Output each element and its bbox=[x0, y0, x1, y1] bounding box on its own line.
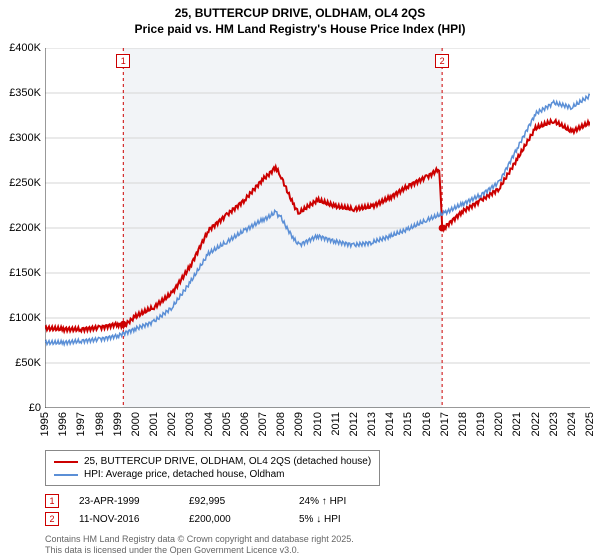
y-tick-label: £100K bbox=[9, 312, 41, 324]
x-tick-label: 1995 bbox=[39, 412, 51, 436]
x-tick-label: 2003 bbox=[184, 412, 196, 436]
x-tick-label: 2012 bbox=[348, 412, 360, 436]
transaction-table: 1 23-APR-1999 £92,995 24% ↑ HPI 2 11-NOV-2016… bbox=[45, 492, 389, 528]
legend-swatch bbox=[54, 461, 78, 463]
x-tick-label: 2005 bbox=[221, 412, 233, 436]
legend-label: 25, BUTTERCUP DRIVE, OLDHAM, OL4 2QS (de… bbox=[84, 456, 371, 467]
tx-date: 11-NOV-2016 bbox=[79, 514, 169, 525]
x-tick-label: 2006 bbox=[239, 412, 251, 436]
x-tick-label: 2018 bbox=[457, 412, 469, 436]
x-tick-label: 2021 bbox=[511, 412, 523, 436]
x-tick-label: 2017 bbox=[439, 412, 451, 436]
legend-label: HPI: Average price, detached house, Oldh… bbox=[84, 469, 285, 480]
chart-area: £0£50K£100K£150K£200K£250K£300K£350K£400… bbox=[45, 48, 590, 408]
y-tick-label: £250K bbox=[9, 177, 41, 189]
transaction-row: 2 11-NOV-2016 £200,000 5% ↓ HPI bbox=[45, 510, 389, 528]
tx-delta: 24% ↑ HPI bbox=[299, 496, 389, 507]
y-tick-label: £400K bbox=[9, 42, 41, 54]
tx-price: £200,000 bbox=[189, 514, 279, 525]
x-tick-label: 2013 bbox=[366, 412, 378, 436]
x-tick-label: 2010 bbox=[312, 412, 324, 436]
y-tick-label: £50K bbox=[15, 357, 41, 369]
footer: Contains HM Land Registry data © Crown c… bbox=[45, 534, 354, 556]
chart-marker-2: 2 bbox=[435, 54, 449, 68]
x-tick-label: 2024 bbox=[566, 412, 578, 436]
x-tick-label: 2022 bbox=[530, 412, 542, 436]
tx-price: £92,995 bbox=[189, 496, 279, 507]
chart-container: 25, BUTTERCUP DRIVE, OLDHAM, OL4 2QS Pri… bbox=[0, 0, 600, 560]
x-tick-label: 2016 bbox=[421, 412, 433, 436]
y-tick-label: £200K bbox=[9, 222, 41, 234]
y-tick-label: £300K bbox=[9, 132, 41, 144]
title-line2: Price paid vs. HM Land Registry's House … bbox=[0, 22, 600, 38]
chart-marker-1: 1 bbox=[116, 54, 130, 68]
x-tick-label: 2020 bbox=[493, 412, 505, 436]
title-block: 25, BUTTERCUP DRIVE, OLDHAM, OL4 2QS Pri… bbox=[0, 0, 600, 37]
y-tick-label: £150K bbox=[9, 267, 41, 279]
x-tick-label: 2014 bbox=[384, 412, 396, 436]
x-tick-label: 2025 bbox=[584, 412, 596, 436]
x-tick-label: 2008 bbox=[275, 412, 287, 436]
chart-svg bbox=[45, 48, 590, 408]
tx-marker: 2 bbox=[45, 512, 59, 526]
x-tick-label: 1999 bbox=[112, 412, 124, 436]
x-tick-label: 1998 bbox=[94, 412, 106, 436]
tx-date: 23-APR-1999 bbox=[79, 496, 169, 507]
x-tick-label: 2015 bbox=[402, 412, 414, 436]
x-tick-label: 1996 bbox=[57, 412, 69, 436]
legend-row: HPI: Average price, detached house, Oldh… bbox=[54, 468, 371, 481]
legend: 25, BUTTERCUP DRIVE, OLDHAM, OL4 2QS (de… bbox=[45, 450, 380, 486]
transaction-row: 1 23-APR-1999 £92,995 24% ↑ HPI bbox=[45, 492, 389, 510]
x-tick-label: 2009 bbox=[293, 412, 305, 436]
x-tick-label: 2011 bbox=[330, 412, 342, 436]
legend-row: 25, BUTTERCUP DRIVE, OLDHAM, OL4 2QS (de… bbox=[54, 455, 371, 468]
x-tick-label: 1997 bbox=[75, 412, 87, 436]
footer-line1: Contains HM Land Registry data © Crown c… bbox=[45, 534, 354, 545]
x-tick-label: 2004 bbox=[203, 412, 215, 436]
footer-line2: This data is licensed under the Open Gov… bbox=[45, 545, 354, 556]
x-tick-label: 2007 bbox=[257, 412, 269, 436]
tx-delta: 5% ↓ HPI bbox=[299, 514, 389, 525]
x-tick-label: 2019 bbox=[475, 412, 487, 436]
x-tick-label: 2000 bbox=[130, 412, 142, 436]
y-tick-label: £350K bbox=[9, 87, 41, 99]
x-tick-label: 2001 bbox=[148, 412, 160, 436]
legend-swatch bbox=[54, 474, 78, 476]
title-line1: 25, BUTTERCUP DRIVE, OLDHAM, OL4 2QS bbox=[0, 6, 600, 22]
x-tick-label: 2023 bbox=[548, 412, 560, 436]
tx-marker: 1 bbox=[45, 494, 59, 508]
x-tick-label: 2002 bbox=[166, 412, 178, 436]
